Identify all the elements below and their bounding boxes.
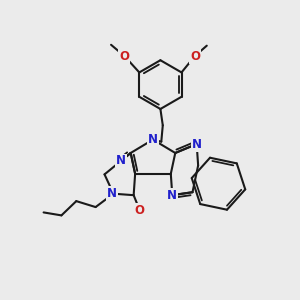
Text: O: O (135, 203, 145, 217)
Text: O: O (190, 50, 200, 63)
Text: N: N (192, 138, 202, 151)
Text: N: N (167, 189, 177, 202)
Text: N: N (148, 133, 158, 146)
Text: N: N (116, 154, 126, 167)
Text: N: N (107, 187, 117, 200)
Text: O: O (119, 50, 129, 63)
